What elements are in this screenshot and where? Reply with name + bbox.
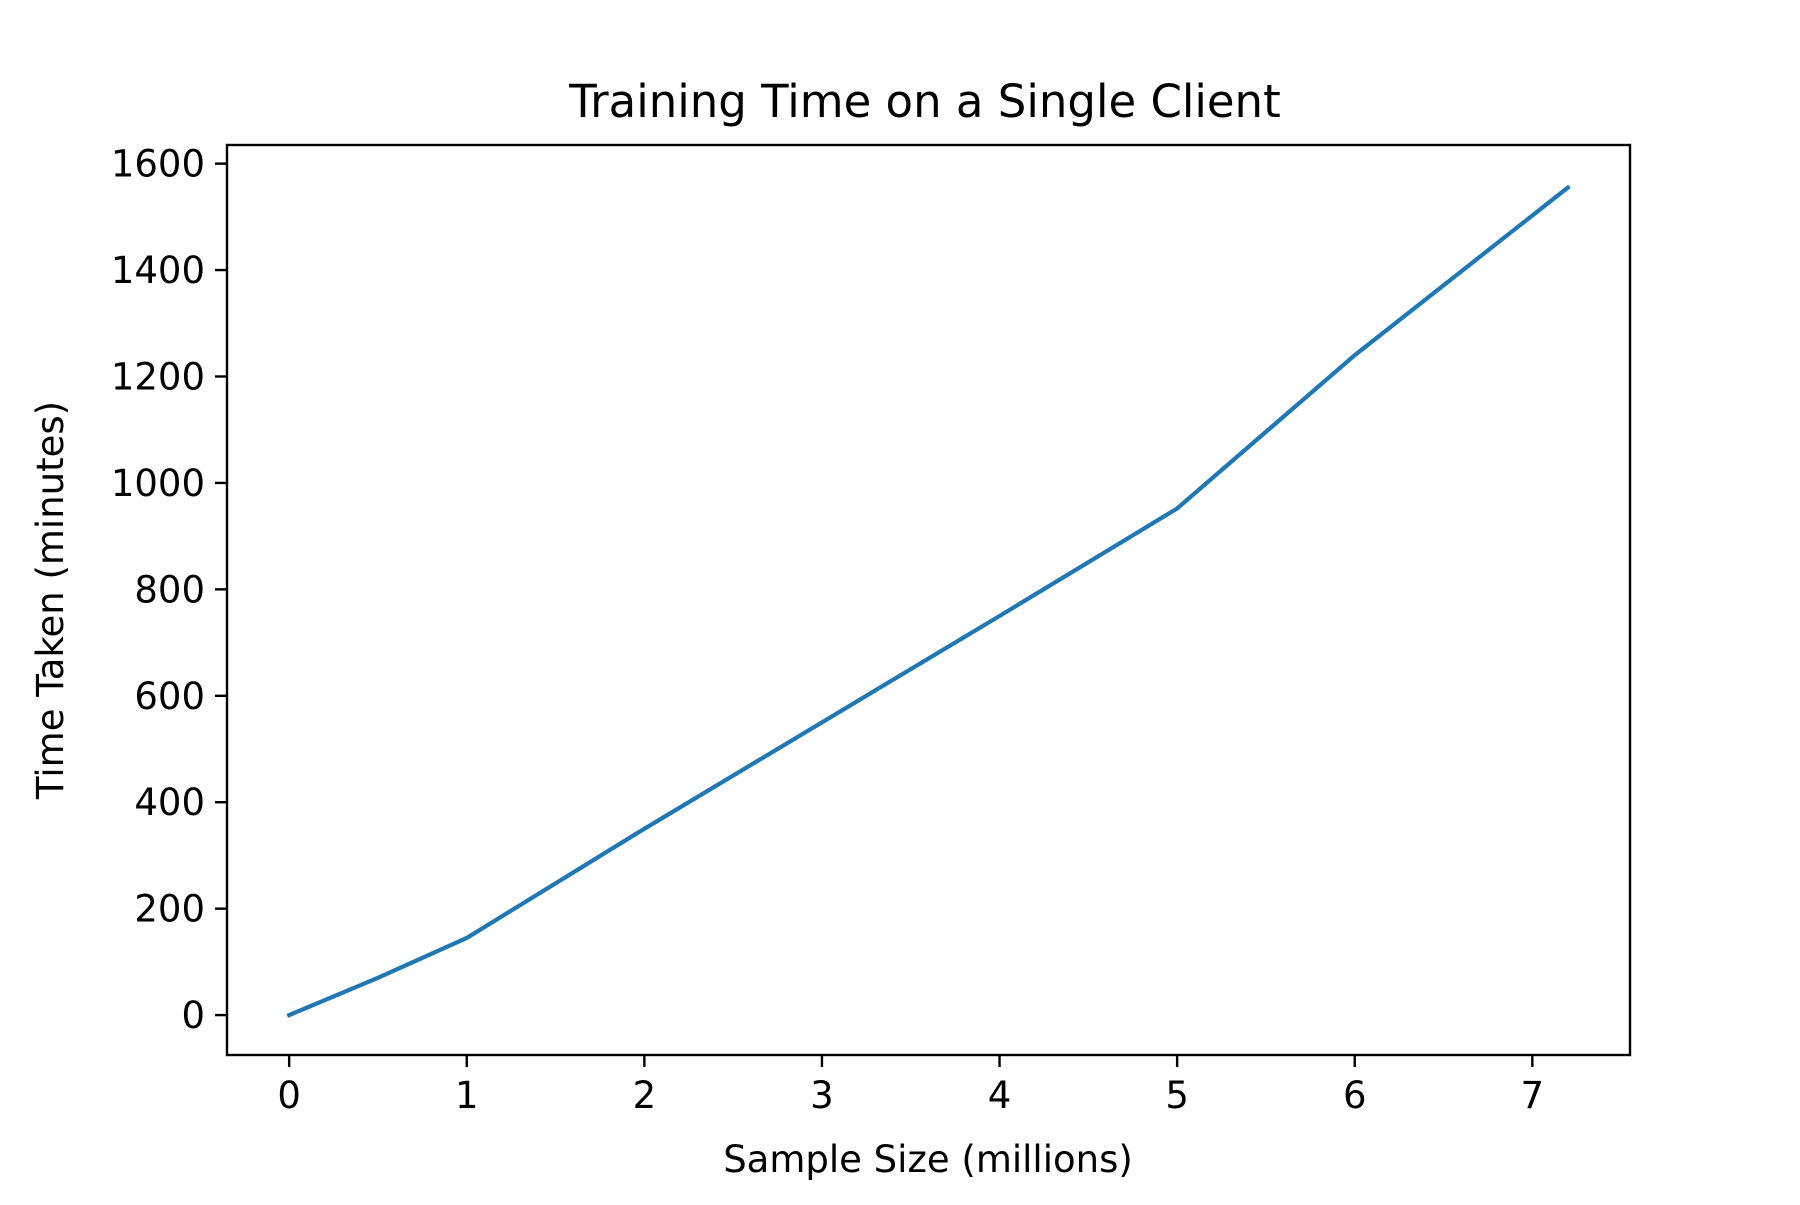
x-axis: 0 1 2 3 4 5 6 7 bbox=[277, 1055, 1544, 1117]
series-line-1 bbox=[286, 184, 1571, 1018]
y-tick-label: 1000 bbox=[111, 462, 205, 505]
y-axis: 0 200 400 600 800 1000 1200 1400 1600 bbox=[111, 143, 227, 1037]
plot-area bbox=[286, 184, 1571, 1018]
y-tick-label: 200 bbox=[134, 888, 205, 931]
x-axis-title: Sample Size (millions) bbox=[723, 1138, 1133, 1181]
x-tick-label: 6 bbox=[1343, 1074, 1367, 1117]
x-tick-label: 5 bbox=[1165, 1074, 1189, 1117]
x-tick-label: 0 bbox=[277, 1074, 301, 1117]
x-tick-label: 7 bbox=[1521, 1074, 1545, 1117]
x-tick-label: 4 bbox=[988, 1074, 1012, 1117]
y-tick-label: 1200 bbox=[111, 355, 205, 398]
y-axis-title: Time Taken (minutes) bbox=[29, 401, 72, 800]
axes-frame bbox=[225, 143, 1632, 1057]
x-tick-label: 1 bbox=[455, 1074, 479, 1117]
y-tick-label: 1400 bbox=[111, 249, 205, 292]
x-tick-label: 3 bbox=[810, 1074, 834, 1117]
y-tick-label: 1600 bbox=[111, 143, 205, 186]
y-tick-label: 800 bbox=[134, 568, 205, 611]
y-tick-label: 600 bbox=[134, 675, 205, 718]
y-tick-label: 400 bbox=[134, 781, 205, 824]
chart-title: Training Time on a Single Client bbox=[568, 75, 1280, 128]
x-tick-label: 2 bbox=[633, 1074, 657, 1117]
y-tick-label: 0 bbox=[181, 994, 205, 1037]
